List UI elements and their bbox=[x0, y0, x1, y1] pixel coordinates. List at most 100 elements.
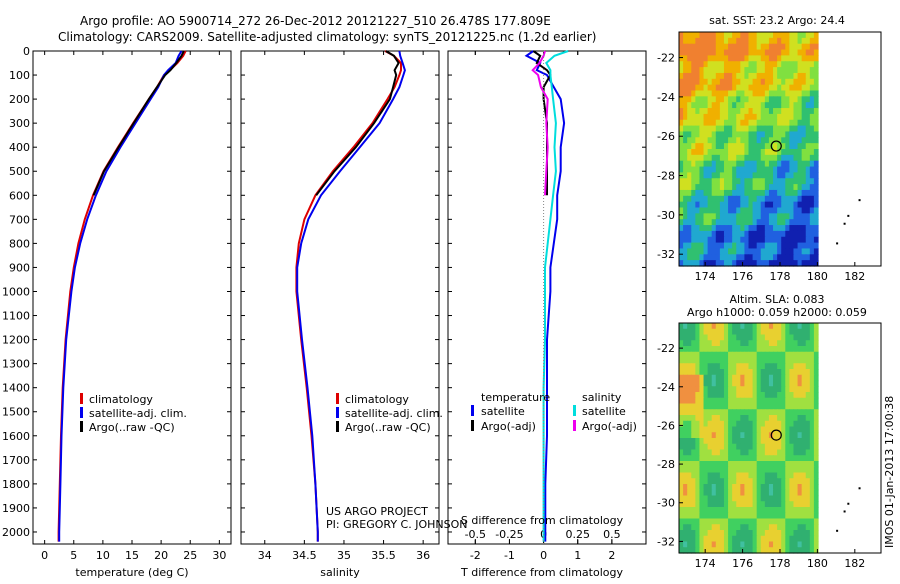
sla-map-title-1: Altim. SLA: 0.083 bbox=[729, 293, 824, 306]
map-cell bbox=[809, 415, 815, 422]
title-line-2: Climatology: CARS2009. Satellite-adjuste… bbox=[58, 30, 596, 44]
map-cell bbox=[756, 49, 762, 56]
depth-tick-label: 1200 bbox=[2, 334, 30, 347]
map-cell bbox=[809, 119, 815, 127]
map-cell bbox=[805, 328, 811, 336]
map-cell bbox=[793, 108, 799, 115]
map-cell bbox=[760, 323, 766, 330]
map-cell bbox=[785, 363, 790, 370]
map-cell bbox=[732, 357, 737, 364]
map-cell bbox=[695, 84, 701, 92]
map-cell bbox=[699, 455, 705, 462]
map-cell bbox=[679, 201, 684, 209]
map-cell bbox=[695, 547, 701, 554]
map-cell bbox=[760, 507, 766, 514]
map-cell bbox=[679, 449, 684, 456]
map-cell bbox=[793, 334, 799, 341]
map-cell bbox=[740, 72, 746, 80]
map-cell bbox=[723, 78, 729, 86]
map-cell bbox=[789, 49, 795, 56]
map-cell bbox=[707, 392, 713, 399]
map-cell bbox=[777, 78, 782, 86]
map-cell bbox=[715, 443, 721, 451]
map-cell bbox=[740, 137, 746, 144]
map-cell bbox=[744, 189, 750, 197]
map-cell bbox=[781, 363, 786, 370]
map-cell bbox=[756, 108, 762, 115]
map-cell bbox=[748, 415, 754, 422]
map-cell bbox=[683, 125, 688, 133]
map-cell bbox=[683, 415, 688, 422]
map-cell bbox=[781, 426, 786, 433]
map-cell bbox=[723, 160, 729, 168]
salinity-series-0 bbox=[295, 50, 402, 542]
map-cell bbox=[695, 397, 701, 405]
map-cell bbox=[732, 351, 737, 359]
map-cell bbox=[764, 160, 770, 168]
map-cell bbox=[723, 346, 729, 353]
legend-swatch-climatology bbox=[336, 393, 339, 404]
map-cell bbox=[813, 432, 819, 439]
map-cell bbox=[711, 108, 717, 115]
map-cell bbox=[695, 201, 701, 209]
island-mark bbox=[858, 199, 861, 202]
map-cell bbox=[756, 207, 762, 214]
profile-location-marker bbox=[770, 140, 782, 152]
map-cell bbox=[809, 478, 815, 485]
map-cell bbox=[752, 113, 758, 121]
map-cell bbox=[793, 137, 799, 144]
lat-tick-label: -30 bbox=[657, 209, 675, 222]
map-cell bbox=[679, 230, 684, 238]
map-cell bbox=[781, 518, 786, 525]
map-cell bbox=[789, 478, 795, 485]
map-cell bbox=[785, 49, 790, 56]
map-cell bbox=[719, 420, 725, 428]
map-cell bbox=[789, 119, 795, 127]
map-cell bbox=[715, 397, 721, 405]
map-cell bbox=[768, 392, 774, 399]
map-cell bbox=[768, 438, 774, 445]
map-cell bbox=[773, 213, 778, 220]
map-cell bbox=[711, 230, 717, 238]
map-cell bbox=[805, 248, 811, 255]
map-cell bbox=[728, 369, 733, 376]
map-cell bbox=[691, 189, 696, 197]
map-cell bbox=[785, 369, 790, 376]
map-cell bbox=[719, 432, 725, 439]
map-cell bbox=[715, 137, 721, 144]
map-cell bbox=[777, 172, 782, 179]
map-cell bbox=[707, 484, 713, 491]
map-cell bbox=[801, 357, 807, 364]
x-tick-label: 0.5 bbox=[603, 528, 621, 541]
map-cell bbox=[793, 495, 799, 502]
map-cell bbox=[752, 547, 758, 554]
map-cell bbox=[756, 67, 762, 74]
map-cell bbox=[736, 547, 741, 554]
map-cell bbox=[789, 357, 795, 364]
legend-swatch-t-satellite bbox=[471, 405, 474, 416]
map-cell bbox=[773, 334, 778, 341]
map-cell bbox=[805, 102, 811, 109]
map-cell bbox=[687, 334, 692, 341]
map-cell bbox=[719, 84, 725, 92]
map-cell bbox=[744, 125, 750, 133]
map-cell bbox=[711, 195, 717, 203]
map-cell bbox=[736, 108, 741, 115]
map-cell bbox=[768, 478, 774, 485]
map-cell bbox=[797, 78, 803, 86]
map-cell bbox=[695, 32, 701, 39]
map-cell bbox=[707, 397, 713, 405]
map-cell bbox=[764, 495, 770, 502]
map-cell bbox=[691, 484, 696, 491]
map-cell bbox=[687, 403, 692, 410]
map-cell bbox=[748, 49, 754, 56]
map-cell bbox=[760, 61, 766, 68]
map-cell bbox=[797, 113, 803, 121]
map-cell bbox=[711, 495, 717, 502]
map-cell bbox=[736, 535, 741, 543]
map-cell bbox=[789, 248, 795, 255]
map-cell bbox=[801, 184, 807, 191]
map-cell bbox=[695, 392, 701, 399]
map-cell bbox=[789, 254, 795, 261]
map-cell bbox=[732, 495, 737, 502]
